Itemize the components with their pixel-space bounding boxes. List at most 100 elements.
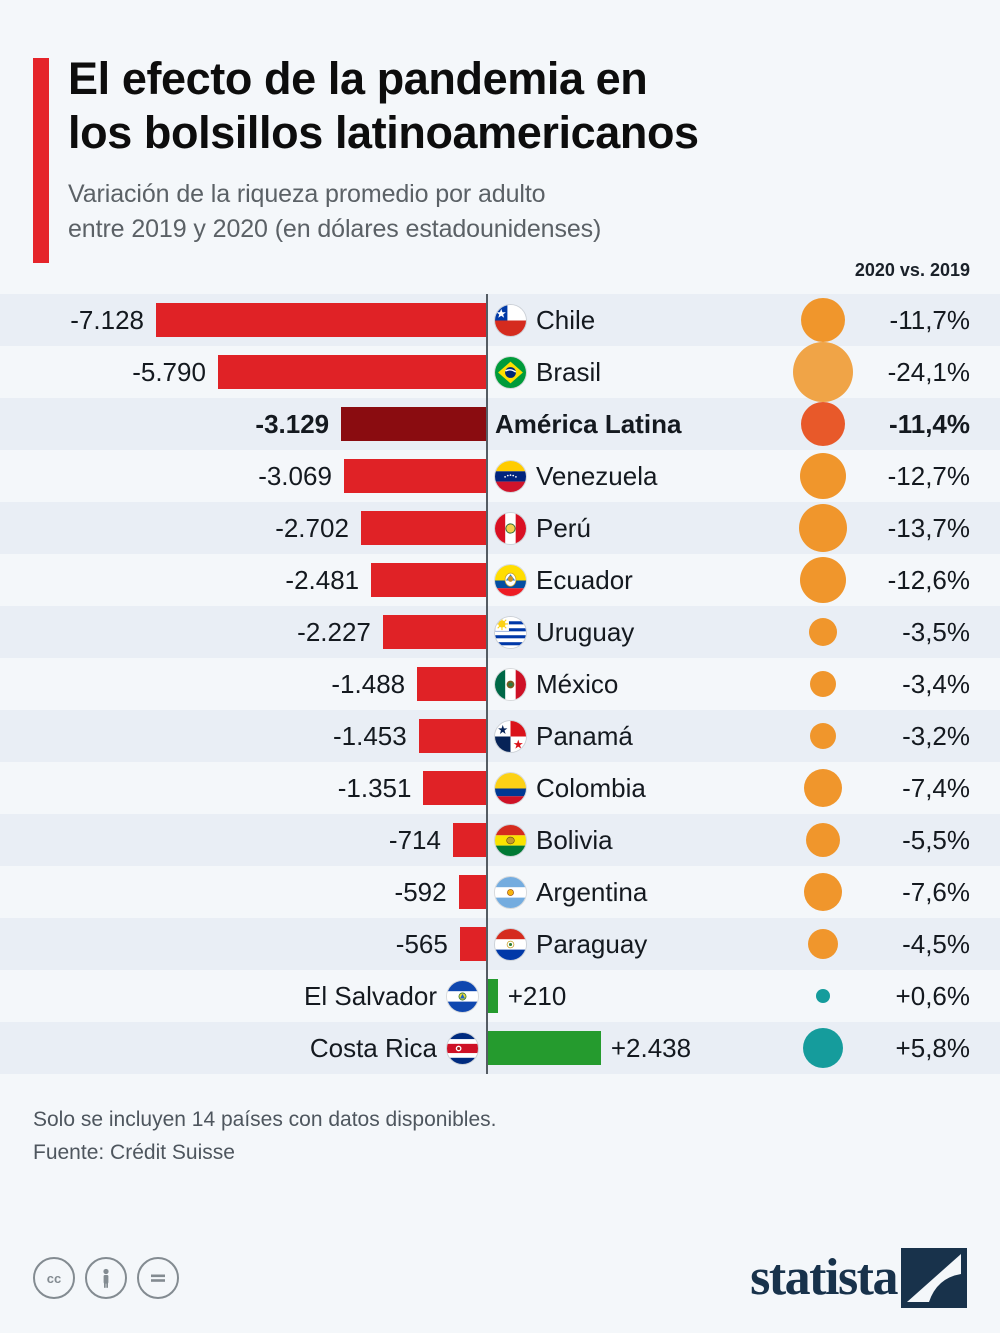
bar-value-label: -2.227 [297,617,371,647]
country-label: Perú [536,512,591,543]
row-entity: Argentina [495,875,647,909]
row-entity: Chile [495,303,595,337]
table-row: +2.438 Costa Rica +5,8% [0,1022,1000,1074]
bar-argentina [458,875,486,909]
table-row: -1.453 Panamá -3,2% [0,710,1000,762]
bar-value-label: -2.702 [275,513,349,543]
pct-label: -11,7% [889,304,970,335]
country-label: Colombia [536,772,646,803]
bar-uruguay [382,615,486,649]
pct-bubble-wrap [792,989,854,1003]
pct-bubble-wrap [792,823,854,857]
pct-bubble-wrap [792,769,854,807]
table-row: -1.351 Colombia -7,4% [0,762,1000,814]
bar-venezuela [343,459,486,493]
bar-value-label: -2.481 [285,565,360,595]
pct-bubble-wrap [792,402,854,446]
pct-bubble [801,298,845,342]
table-row: -3.129 América Latina -11,4% [0,398,1000,450]
cc-icon: cc [33,1257,75,1299]
table-row: -7.128 Chile -11,7% [0,294,1000,346]
pct-cell: +5,8% [770,1022,970,1074]
table-row: +210 El Salvador +0,6% [0,970,1000,1022]
bar-costa-rica [488,1031,601,1065]
row-entity: El Salvador [304,979,478,1013]
svg-text:cc: cc [47,1271,61,1286]
cc-by-attribution-icon [85,1257,127,1299]
creative-commons-icons: cc [33,1257,179,1299]
country-label: Panamá [536,720,633,751]
table-row: -2.702 Perú -13,7% [0,502,1000,554]
country-label: México [536,668,619,699]
pct-label: -12,7% [887,460,970,491]
bar-el-salvador [488,979,498,1013]
chart-column-header: 2020 vs. 2019 [0,254,1000,292]
flag-el-salvador-icon [447,980,478,1012]
country-label: Paraguay [536,928,648,959]
pct-cell: -11,7% [770,294,970,346]
pct-cell: -7,4% [770,762,970,814]
page-title-line-1: El efecto de la pandemia en [68,53,648,104]
zero-axis-line [486,294,488,1074]
bar-value-label: -7.128 [70,305,144,335]
bar-value-label: -1.453 [333,721,407,751]
bar-value-label: -565 [395,929,448,959]
page-title-line-2: los bolsillos latinoamericanos [68,107,699,158]
bar-value-label: -1.488 [331,669,406,699]
pct-label: -7,4% [902,772,970,803]
row-entity: Uruguay [495,615,634,649]
pct-label: -3,2% [902,720,970,751]
pct-cell: -3,4% [770,658,970,710]
bar-chile [156,303,486,337]
pct-bubble [800,557,846,603]
bar-perú [360,511,486,545]
country-label: Chile [536,304,596,335]
country-label: Ecuador [536,564,633,595]
bar-value-label: -1.351 [337,773,412,803]
flag-uruguay-icon [495,616,526,648]
bar-value-label: -5.790 [132,357,206,387]
pct-cell: +0,6% [770,970,970,1022]
statista-logo: statista [750,1248,967,1308]
pct-bubble [804,769,842,807]
table-row: -5.790 Brasil -24,1% [0,342,1000,402]
row-entity: América Latina [495,407,681,441]
country-label: América Latina [495,408,682,439]
title-block: El efecto de la pandemia en los bolsillo… [68,52,1000,246]
pct-cell: -7,6% [770,866,970,918]
chart-footnotes: Solo se incluyen 14 países con datos dis… [33,1104,1000,1169]
pct-bubble-wrap [792,929,854,959]
pct-bubble [816,989,830,1003]
table-row: -3.069 Venezuela -12,7% [0,450,1000,502]
subtitle-block: Variación de la riqueza promedio por adu… [68,177,960,246]
flag-venezuela-icon [495,460,526,492]
country-label: Uruguay [536,616,635,647]
country-label: Venezuela [536,460,658,491]
page-subtitle-line-2: entre 2019 y 2020 (en dólares estadounid… [68,214,602,243]
bar-chart: -7.128 Chile -11,7% -5.790 Brasil -24,1% -3.12… [0,294,1000,1074]
pct-label: -7,6% [902,876,970,907]
pct-bubble-wrap [792,618,854,646]
flag-costa-rica-icon [447,1032,478,1064]
pct-label: -3,5% [902,616,970,647]
flag-ecuador-icon [495,564,526,596]
table-row: -592 Argentina -7,6% [0,866,1000,918]
flag-bolivia-icon [495,824,526,856]
row-entity: México [495,667,618,701]
country-label: El Salvador [304,980,437,1011]
table-row: -714 Bolivia -5,5% [0,814,1000,866]
infographic-header: El efecto de la pandemia en los bolsillo… [0,0,1000,263]
bar-value-label: -3.069 [258,461,332,491]
page-footer: cc statista [0,1245,1000,1311]
pct-cell: -11,4% [770,398,970,450]
pct-bubble [810,723,836,749]
table-row: -2.227 Uruguay -3,5% [0,606,1000,658]
bar-bolivia [452,823,486,857]
row-entity: Paraguay [495,927,647,961]
flag-panama-icon [495,720,526,752]
country-label: Argentina [536,876,648,907]
pct-cell: -3,2% [770,710,970,762]
pct-label: -3,4% [902,668,970,699]
pct-bubble [809,618,837,646]
pct-label: -11,4% [889,408,970,439]
